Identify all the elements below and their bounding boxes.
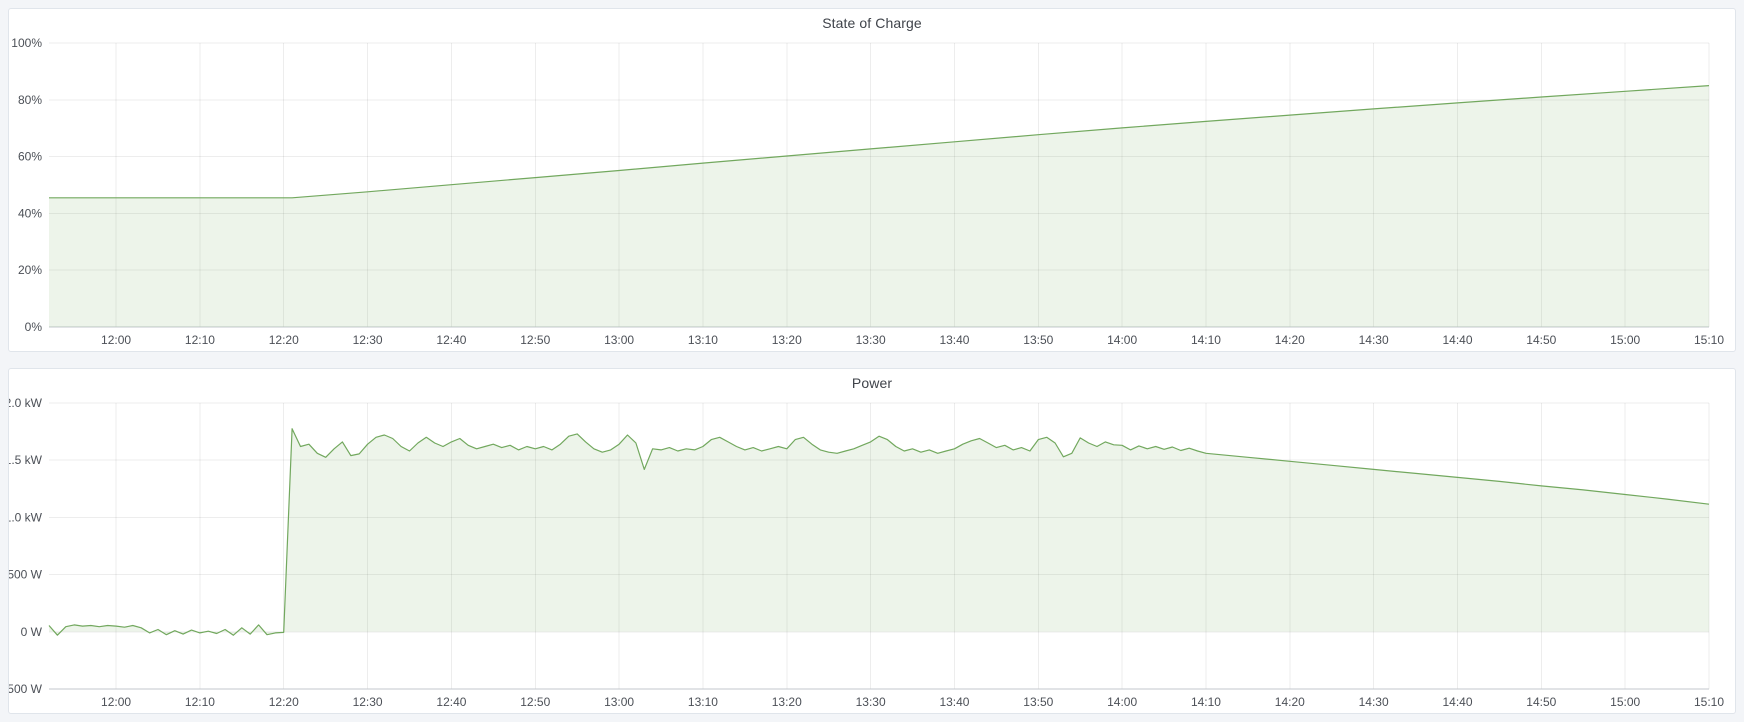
x-axis-tick-label: 12:50 [520, 695, 550, 709]
x-axis-tick-label: 14:40 [1442, 695, 1472, 709]
x-axis-tick-label: 12:10 [185, 333, 215, 347]
y-axis-tick-label: 0 W [21, 625, 43, 639]
x-axis-tick-label: 12:20 [269, 333, 299, 347]
x-axis-tick-label: 12:00 [101, 695, 131, 709]
x-axis-tick-label: 13:00 [604, 333, 634, 347]
y-axis-tick-label: 80% [18, 93, 42, 107]
y-axis-tick-label: 0% [25, 320, 43, 334]
power-chart[interactable]: 12:00 12:10 12:20 12:30 12:40 12:50 13:00 13:10… [9, 397, 1735, 713]
x-axis-tick-label: 15:00 [1610, 695, 1640, 709]
y-axis-tick-label: 500 W [9, 568, 43, 582]
y-axis-tick-label: 60% [18, 150, 42, 164]
x-axis-tick-label: 14:00 [1107, 333, 1137, 347]
x-axis-tick-label: 13:40 [939, 695, 969, 709]
x-axis-tick-label: 14:20 [1275, 695, 1305, 709]
x-axis-tick-label: 15:00 [1610, 333, 1640, 347]
x-axis-tick-label: 14:10 [1191, 333, 1221, 347]
x-axis-tick-label: 13:50 [1023, 333, 1053, 347]
y-axis-tick-label: 1.0 kW [9, 510, 43, 524]
x-axis-tick-label: 13:10 [688, 333, 718, 347]
y-axis-tick-label: -500 W [9, 682, 43, 696]
x-axis-tick-label: 13:00 [604, 695, 634, 709]
y-axis-tick-label: 2.0 kW [9, 397, 43, 410]
x-axis-tick-label: 12:30 [353, 333, 383, 347]
x-axis-tick-label: 12:50 [520, 333, 550, 347]
x-axis-tick-label: 15:10 [1694, 333, 1724, 347]
panel-title-text: Power [851, 375, 893, 391]
panel-state-of-charge: State of Charge 12:00 12:10 12:20 12:30 12:4… [8, 8, 1736, 352]
x-axis-tick-label: 14:20 [1275, 333, 1305, 347]
x-axis-tick-label: 12:00 [101, 333, 131, 347]
panel-power: Power 12:00 12:10 12:20 12:30 12:40 12:50 13:0… [8, 368, 1736, 714]
x-axis-tick-label: 13:30 [856, 695, 886, 709]
x-axis-tick-label: 12:10 [185, 695, 215, 709]
x-axis-tick-label: 14:30 [1359, 695, 1389, 709]
panel-title-text: State of Charge [822, 15, 922, 31]
x-axis-tick-label: 12:30 [353, 695, 383, 709]
axis-labels: 12:00 12:10 12:20 12:30 12:40 12:50 13:00 13:10… [9, 397, 1724, 709]
x-axis-tick-label: 14:30 [1359, 333, 1389, 347]
x-axis-tick-label: 13:40 [939, 333, 969, 347]
x-axis-tick-label: 14:10 [1191, 695, 1221, 709]
x-axis-tick-label: 13:20 [772, 695, 802, 709]
y-axis-tick-label: 40% [18, 206, 42, 220]
x-axis-tick-label: 13:10 [688, 695, 718, 709]
series-line [49, 85, 1710, 199]
y-axis-tick-label: 1.5 kW [9, 453, 43, 467]
y-axis-tick-label: 100% [11, 37, 42, 50]
x-axis-tick-label: 12:40 [436, 695, 466, 709]
x-axis-tick-label: 14:50 [1526, 333, 1556, 347]
state-of-charge-chart[interactable]: 12:00 12:10 12:20 12:30 12:40 12:50 13:00 13:10… [9, 37, 1735, 351]
x-axis-tick-label: 13:20 [772, 333, 802, 347]
x-axis-tick-label: 13:30 [856, 333, 886, 347]
x-axis-tick-label: 14:50 [1526, 695, 1556, 709]
x-axis-tick-label: 14:40 [1442, 333, 1472, 347]
panel-title-power[interactable]: Power [9, 369, 1735, 397]
series-area-fill [49, 428, 1709, 636]
panel-title-state-of-charge[interactable]: State of Charge [9, 9, 1735, 37]
x-axis-tick-label: 15:10 [1694, 695, 1724, 709]
x-axis-tick-label: 14:00 [1107, 695, 1137, 709]
x-axis-tick-label: 13:50 [1023, 695, 1053, 709]
grid-lines [49, 402, 1710, 690]
x-axis-tick-label: 12:20 [269, 695, 299, 709]
series-line [48, 428, 1710, 636]
grid-lines [49, 42, 1710, 328]
series-area-fill [49, 85, 1709, 327]
axis-labels: 12:00 12:10 12:20 12:30 12:40 12:50 13:00 13:10… [11, 37, 1724, 347]
x-axis-tick-label: 12:40 [436, 333, 466, 347]
y-axis-tick-label: 20% [18, 263, 42, 277]
